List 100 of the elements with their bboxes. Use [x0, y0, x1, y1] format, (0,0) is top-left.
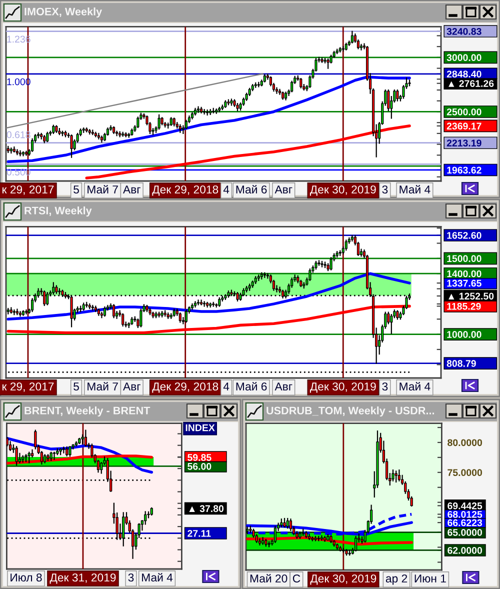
candlestick [16, 149, 18, 156]
y-tick-label: 1500.00 [447, 255, 482, 262]
x-tick-label: 5 [74, 186, 79, 194]
y-tick-label: 808.79 [446, 360, 476, 367]
candlestick [360, 44, 363, 50]
y-tick-label: 62.0000 [448, 546, 482, 554]
y-tick-label: ▲ 37.80 [189, 505, 224, 512]
candlestick [103, 306, 106, 317]
x-tick-label: Июн 1 [414, 574, 446, 583]
candlestick [354, 536, 358, 552]
x-tick-label: Дек 29, 2018 [152, 185, 218, 196]
candlestick [206, 110, 209, 116]
x-tick-label: Май 6 [236, 184, 267, 194]
y-tick-label: 75.0000 [448, 469, 482, 476]
y-tick-label: 68.0125 [448, 510, 482, 518]
x-tick-label: Дек 30, 2019 [310, 574, 376, 585]
candlestick [275, 87, 278, 94]
y-tick-label: 2500.00 [446, 108, 482, 116]
candlestick [196, 300, 200, 306]
x-tick-label: Май 7 [88, 184, 118, 194]
candlestick [289, 518, 292, 532]
candlestick [16, 308, 18, 316]
candlestick [398, 469, 401, 482]
chart-title: BRENT, Weekly - BRENT [24, 406, 150, 417]
y-tick-label: 59.85 [188, 454, 212, 461]
y-tick-label: ▲ 2761.26 [448, 80, 494, 87]
candlestick [203, 108, 206, 114]
candlestick [116, 130, 118, 136]
line-series [6, 76, 411, 164]
candlestick [46, 132, 49, 142]
candlestick [394, 470, 398, 483]
x-tick-label: Дек 30, 2019 [310, 382, 376, 393]
y-tick-label: 56.00 [188, 462, 212, 470]
candlestick [196, 106, 200, 113]
x-tick-label: к 29, 2017 [2, 185, 54, 195]
candlestick [344, 240, 348, 251]
candlestick [392, 469, 394, 482]
candlestick [396, 89, 399, 102]
x-tick-label: Май 7 [88, 382, 118, 391]
candlestick [158, 114, 160, 130]
y-tick-label: ▲ 1252.50 [448, 292, 494, 300]
y-tick-label: 2369.17 [446, 122, 482, 130]
candlestick [200, 300, 203, 306]
line-series [6, 272, 411, 321]
y-tick-label: 65.0000 [448, 529, 482, 536]
candlestick [212, 108, 215, 114]
candlestick [326, 58, 330, 69]
y-tick-label: 80.0000 [448, 439, 482, 446]
y-tick-label: 3240.83 [446, 28, 482, 35]
x-tick-label: Дек 31, 2019 [50, 573, 116, 584]
y-tick-label: 1963.62 [447, 166, 482, 174]
text: INDEX [186, 424, 215, 432]
x-tick-label: 3 [382, 185, 388, 194]
y-tick-label: 27.11 [188, 530, 211, 537]
y-tick-label: 1652.60 [447, 232, 482, 239]
candlestick [68, 446, 72, 457]
x-tick-label: Авг [123, 382, 140, 390]
candlestick [178, 312, 182, 323]
y-tick-label: 1337.65 [447, 280, 482, 287]
candlestick [18, 310, 22, 317]
candlestick [31, 138, 34, 152]
x-tick-label: к 29, 2017 [2, 382, 54, 392]
line-series [246, 512, 413, 536]
y-tick-label: 66.6223 [448, 519, 482, 526]
x-tick-label: Дек 30, 2019 [310, 185, 376, 196]
x-tick-label: Авг [274, 382, 292, 390]
candlestick [136, 116, 140, 128]
candlestick [70, 134, 73, 158]
candlestick [300, 78, 302, 88]
x-tick-label: Май 4 [142, 572, 173, 582]
x-tick-label: Дек 29, 2018 [152, 382, 218, 393]
candlestick [203, 301, 206, 307]
x-tick-label: 4 [223, 186, 230, 194]
candlestick [28, 452, 30, 464]
y-tick-label: 3000.00 [446, 54, 482, 62]
candlestick [122, 313, 124, 327]
y-tick-label: 69.4425 [448, 502, 482, 510]
x-tick-label: 5 [74, 382, 79, 391]
candlestick [81, 434, 84, 445]
x-tick-label: 3 [128, 573, 134, 582]
x-tick-label: 3 [382, 382, 388, 391]
x-tick-label: С [292, 574, 300, 583]
x-tick-label: Июл 8 [10, 573, 42, 582]
y-tick-label: 1400.00 [447, 270, 482, 278]
candlestick [184, 309, 188, 323]
x-tick-label: Май 4 [400, 382, 430, 391]
y-tick-label: 1000.00 [447, 331, 482, 338]
candlestick [330, 257, 332, 270]
candlestick [62, 446, 66, 454]
chart-title: RTSI, Weekly [24, 206, 92, 217]
candlestick [286, 518, 289, 529]
candlestick [52, 282, 55, 295]
chart-title: IMOEX, Weekly [24, 7, 102, 18]
chart-title: USDRUB_TOM, Weekly - USDR... [266, 406, 434, 417]
x-tick-label: 4 [223, 382, 230, 390]
y-tick-label: 2213.19 [446, 140, 482, 146]
x-tick-label: Май 20 [250, 574, 288, 583]
x-tick-label: ар 2 [386, 574, 408, 585]
x-tick-label: Авг [274, 186, 292, 194]
candlestick [318, 260, 320, 266]
